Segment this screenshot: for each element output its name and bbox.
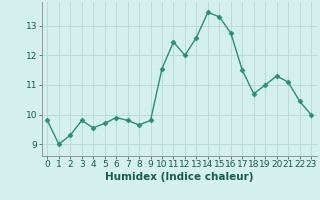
X-axis label: Humidex (Indice chaleur): Humidex (Indice chaleur) xyxy=(105,172,253,182)
